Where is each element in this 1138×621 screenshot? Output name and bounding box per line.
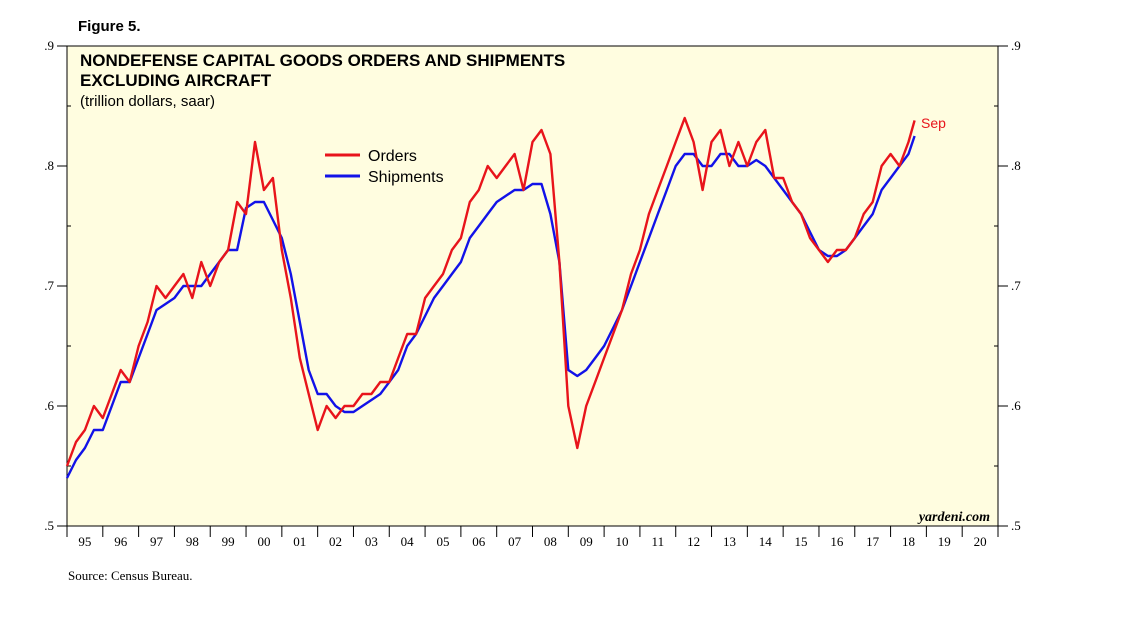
x-tick-label: 18: [902, 534, 915, 549]
x-tick-label: 16: [830, 534, 844, 549]
x-tick-label: 98: [186, 534, 199, 549]
plot-area: [66, 45, 999, 527]
figure-label: Figure 5.: [78, 18, 141, 35]
series-line-orders: [65, 116, 916, 467]
legend-orders-label: Orders: [368, 148, 417, 165]
x-tick-label: 09: [580, 534, 593, 549]
legend: Orders Shipments: [325, 148, 444, 186]
y-tick-label-right: .9: [1011, 38, 1021, 53]
y-tick-label-right: .6: [1011, 398, 1021, 413]
x-tick-label: 20: [974, 534, 987, 549]
y-tick-label-left: .6: [44, 398, 54, 413]
x-tick-label: 08: [544, 534, 557, 549]
x-tick-label: 10: [616, 534, 629, 549]
y-tick-label-right: .8: [1011, 158, 1021, 173]
y-tick-label-left: .8: [44, 158, 54, 173]
x-tick-label: 02: [329, 534, 342, 549]
series-line-shipments: [65, 135, 916, 479]
x-tick-label: 05: [436, 534, 449, 549]
x-tick-label: 96: [114, 534, 128, 549]
chart-title-line-2: EXCLUDING AIRCRAFT: [80, 71, 272, 90]
chart-title-line-1: NONDEFENSE CAPITAL GOODS ORDERS AND SHIP…: [80, 51, 565, 70]
y-tick-label-right: .7: [1011, 278, 1021, 293]
x-tick-label: 00: [257, 534, 270, 549]
x-tick-label: 99: [222, 534, 235, 549]
x-tick-label: 19: [938, 534, 951, 549]
x-tick-label: 97: [150, 534, 164, 549]
y-tick-label-left: .5: [44, 518, 54, 533]
series-lines: [65, 116, 916, 479]
x-tick-label: 01: [293, 534, 306, 549]
x-tick-label: 07: [508, 534, 522, 549]
end-label-sep: Sep: [921, 115, 946, 131]
x-tick-label: 95: [78, 534, 91, 549]
x-tick-label: 11: [652, 534, 665, 549]
y-tick-label-right: .5: [1011, 518, 1021, 533]
y-axis: .5 .5 .6 .6 .7 .7 .8 .8 .9 .9: [44, 38, 1021, 533]
x-tick-label: 04: [401, 534, 415, 549]
x-tick-label: 03: [365, 534, 378, 549]
chart-subtitle: (trillion dollars, saar): [80, 93, 215, 110]
x-tick-label: 06: [472, 534, 486, 549]
x-axis: 95 96 97 98 99 00 01 02 03 04 05 06 07 08 09 10 11 12 13 14…: [66, 526, 999, 549]
brand-watermark: yardeni.com: [917, 510, 990, 525]
legend-shipments-label: Shipments: [368, 169, 444, 186]
x-tick-label: 15: [795, 534, 808, 549]
x-tick-label: 13: [723, 534, 736, 549]
source-note: Source: Census Bureau.: [68, 568, 193, 583]
y-tick-label-left: .9: [44, 38, 54, 53]
y-tick-label-left: .7: [44, 278, 54, 293]
x-tick-label: 17: [866, 534, 880, 549]
x-tick-label: 14: [759, 534, 773, 549]
x-tick-label: 12: [687, 534, 700, 549]
